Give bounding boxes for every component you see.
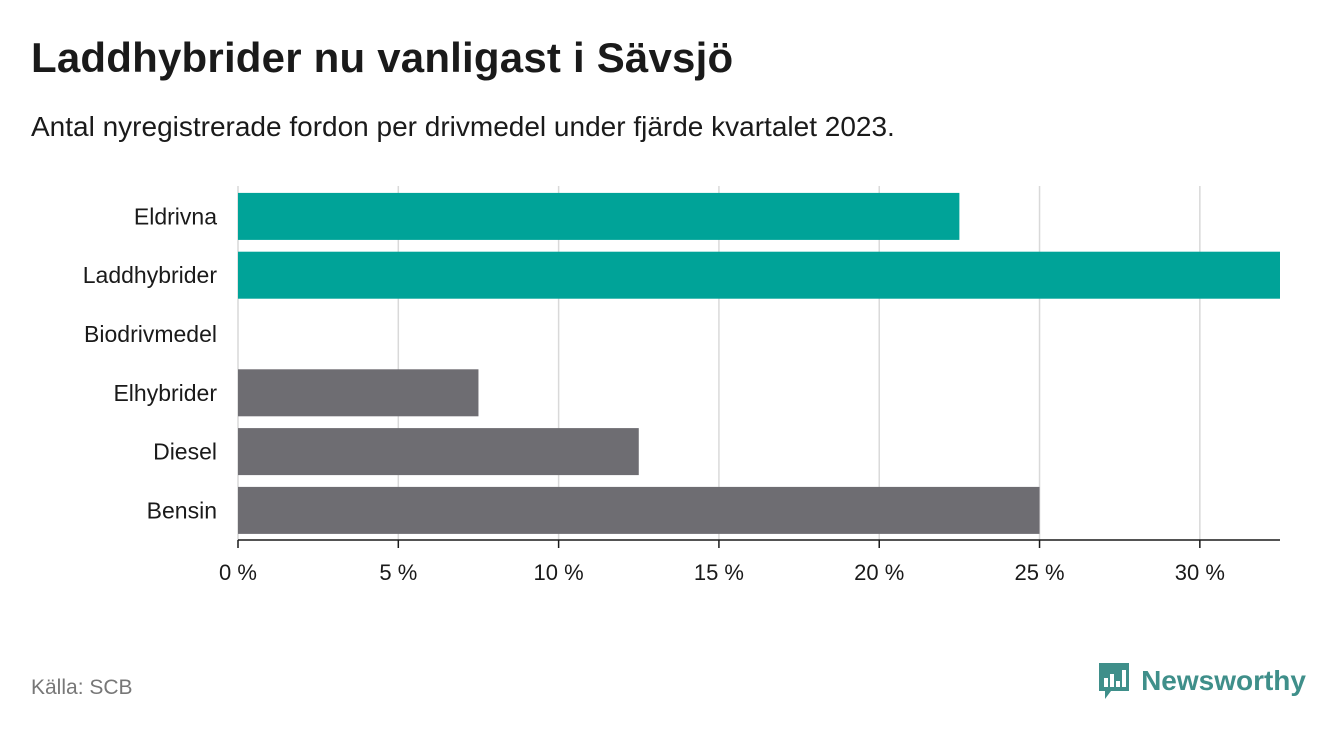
bar-chart: 0 % 5 % 10 % 15 % 20 % 25 % 30 % Eldrivna Laddh… [83,186,1280,585]
category-label-elhybrider: Elhybrider [113,380,217,406]
category-label-biodrivmedel: Biodrivmedel [84,321,217,347]
bar-eldrivna [238,192,960,240]
bar-bensin [238,486,1040,534]
x-axis: 0 % 5 % 10 % 15 % 20 % 25 % 30 % [219,539,1280,585]
bar-diesel [238,428,639,476]
category-label-eldrivna: Eldrivna [134,203,217,229]
bar-elhybrider [238,369,479,417]
tick-label-5: 5 % [379,560,417,585]
category-label-laddhybrider: Laddhybrider [83,262,218,288]
tick-label-30: 30 % [1175,560,1225,585]
tick-label-0: 0 % [219,560,257,585]
grid-lines [237,186,1201,540]
tick-label-25: 25 % [1014,560,1064,585]
category-labels: Eldrivna Laddhybrider Biodrivmedel Elhybrid… [83,203,218,523]
tick-label-15: 15 % [694,560,744,585]
tick-label-10: 10 % [534,560,584,585]
chart-subtitle: Antal nyregistrerade fordon per drivmede… [31,111,895,142]
bar-chart-speech-icon [1099,663,1130,699]
source-note: Källa: SCB [31,676,133,699]
category-label-diesel: Diesel [153,439,217,465]
chart-title: Laddhybrider nu vanligast i Sävsjö [31,34,734,81]
tick-label-20: 20 % [854,560,904,585]
newsworthy-logo: Newsworthy [1097,661,1306,701]
category-label-bensin: Bensin [147,497,217,523]
brand-name: Newsworthy [1141,665,1306,696]
bars [238,192,1280,534]
bar-laddhybrider [238,251,1280,299]
